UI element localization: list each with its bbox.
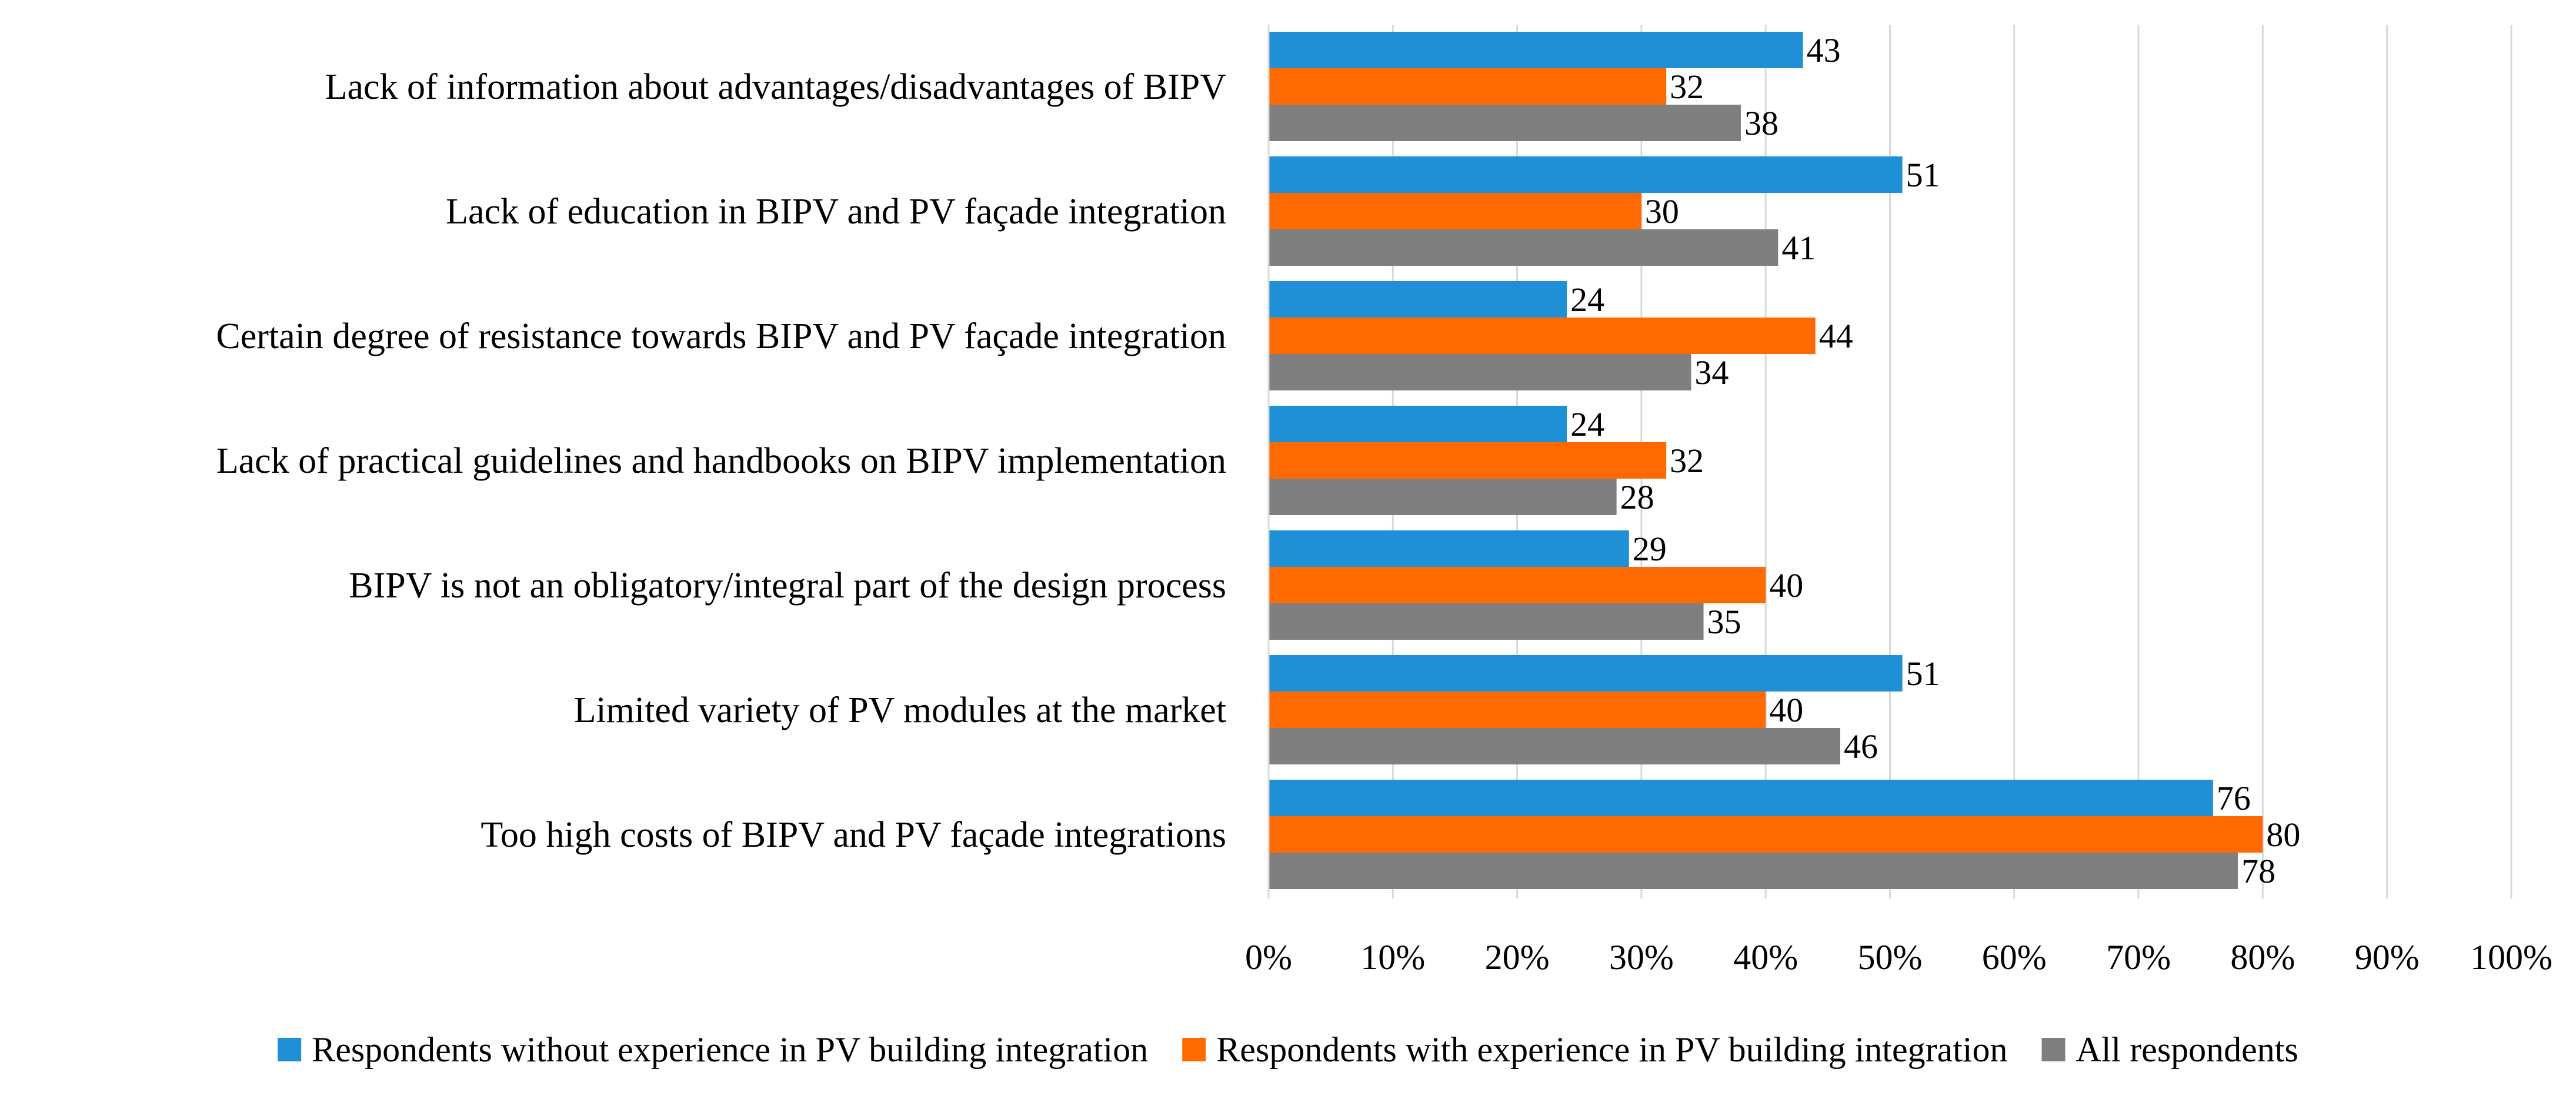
bar xyxy=(1269,655,1903,692)
legend-label: Respondents without experience in PV bui… xyxy=(312,1030,1148,1069)
x-tick-label: 90% xyxy=(2355,938,2420,977)
x-tick-label: 100% xyxy=(2470,938,2552,977)
data-label: 32 xyxy=(1670,442,1704,480)
category-label: Lack of practical guidelines and handboo… xyxy=(216,441,1226,481)
data-label: 34 xyxy=(1694,353,1729,392)
data-label: 40 xyxy=(1769,691,1803,729)
data-label: 76 xyxy=(2217,779,2251,817)
x-tick-label: 40% xyxy=(1733,938,1798,977)
x-tick-label: 50% xyxy=(1858,938,1923,977)
category-label: Lack of education in BIPV and PV façade … xyxy=(446,192,1226,232)
x-tick-label: 20% xyxy=(1485,938,1550,977)
data-label: 78 xyxy=(2241,852,2275,890)
bar xyxy=(1269,442,1667,479)
labels: 0% 10% 20% 30% 40% 50% 60% 70% 80% 90% 100% 43 32 38 L… xyxy=(216,31,2552,977)
bar xyxy=(1269,105,1741,141)
bar xyxy=(1269,728,1840,764)
x-tick-label: 80% xyxy=(2230,938,2295,977)
bar xyxy=(1269,193,1641,229)
x-tick-label: 30% xyxy=(1609,938,1674,977)
category-label: Lack of information about advantages/dis… xyxy=(325,67,1227,107)
bar xyxy=(1269,816,2263,853)
category-label: Limited variety of PV modules at the mar… xyxy=(574,690,1226,730)
data-label: 32 xyxy=(1670,68,1704,106)
bar xyxy=(1269,567,1766,603)
bar xyxy=(1269,32,1803,68)
data-label: 51 xyxy=(1906,654,1940,693)
data-label: 80 xyxy=(2266,816,2300,854)
legend-swatch xyxy=(2041,1038,2066,1061)
bar xyxy=(1269,68,1667,105)
bar xyxy=(1269,406,1567,442)
data-label: 24 xyxy=(1570,280,1604,319)
bar xyxy=(1269,780,2213,816)
data-label: 24 xyxy=(1570,405,1604,443)
x-tick-label: 10% xyxy=(1360,938,1425,977)
data-label: 28 xyxy=(1620,478,1654,516)
data-label: 35 xyxy=(1707,603,1741,641)
bars xyxy=(1269,32,2263,889)
data-label: 40 xyxy=(1769,566,1803,604)
bar xyxy=(1269,229,1778,266)
data-label: 44 xyxy=(1819,317,1853,355)
x-tick-label: 70% xyxy=(2106,938,2171,977)
bar xyxy=(1269,318,1816,354)
legend-item: Respondents with experience in PV buildi… xyxy=(1182,1030,2008,1069)
data-label: 29 xyxy=(1633,530,1667,568)
data-label: 43 xyxy=(1807,31,1841,69)
x-tick-label: 60% xyxy=(1982,938,2047,977)
data-label: 38 xyxy=(1744,104,1778,142)
legend-label: Respondents with experience in PV buildi… xyxy=(1216,1030,2007,1069)
bar xyxy=(1269,692,1766,728)
category-label: Certain degree of resistance towards BIP… xyxy=(216,316,1226,356)
data-label: 41 xyxy=(1781,229,1816,267)
legend-swatch xyxy=(1182,1038,1206,1061)
bar xyxy=(1269,853,2238,889)
legend-label: All respondents xyxy=(2076,1030,2298,1069)
x-tick-label: 0% xyxy=(1245,938,1292,977)
legend-item: Respondents without experience in PV bui… xyxy=(278,1030,1148,1069)
bar xyxy=(1269,156,1903,193)
bar xyxy=(1269,354,1691,390)
legend-item: All respondents xyxy=(2041,1030,2298,1069)
legend-swatch xyxy=(278,1038,302,1061)
data-label: 51 xyxy=(1906,156,1940,194)
bar xyxy=(1269,281,1567,318)
bar xyxy=(1269,479,1617,515)
legend: Respondents without experience in PV bui… xyxy=(278,1030,2298,1069)
category-label: BIPV is not an obligatory/integral part … xyxy=(349,566,1226,606)
data-label: 46 xyxy=(1844,727,1878,766)
data-label: 30 xyxy=(1645,192,1679,231)
bar xyxy=(1269,603,1704,640)
category-label: Too high costs of BIPV and PV façade int… xyxy=(481,815,1226,855)
bar xyxy=(1269,530,1629,567)
